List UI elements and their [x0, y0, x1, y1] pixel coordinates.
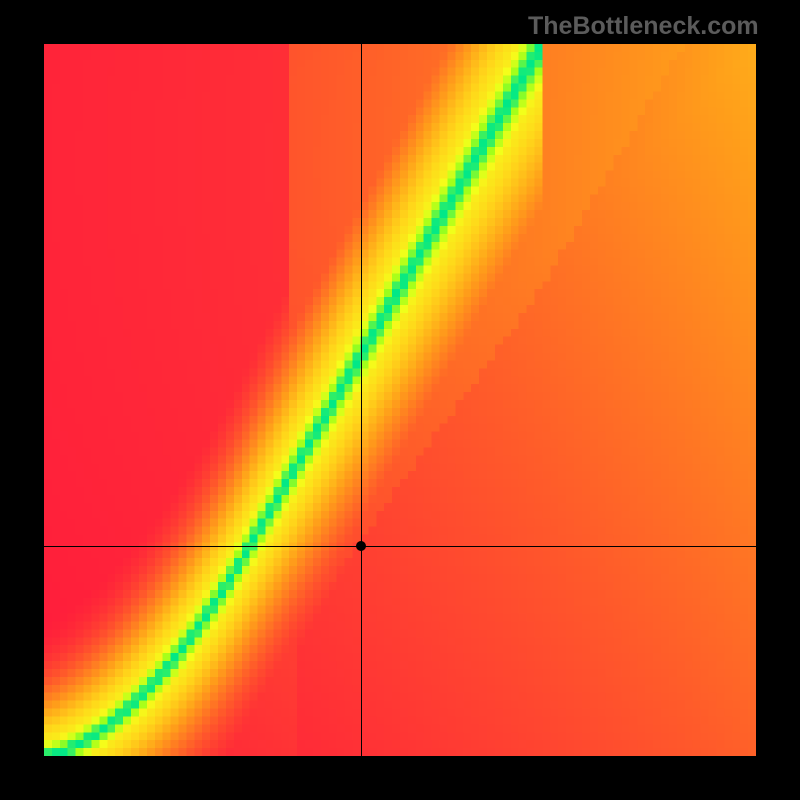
chart-container: TheBottleneck.com — [0, 0, 800, 800]
watermark-text: TheBottleneck.com — [528, 12, 759, 41]
bottleneck-heatmap — [44, 44, 756, 756]
